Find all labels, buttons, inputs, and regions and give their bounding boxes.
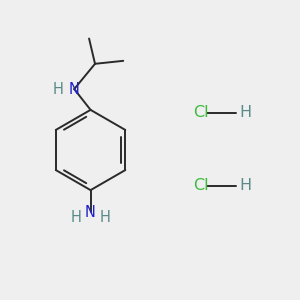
Text: N: N: [85, 205, 96, 220]
Text: H: H: [239, 178, 251, 193]
Text: H: H: [100, 210, 111, 225]
Text: H: H: [52, 82, 63, 97]
Text: Cl: Cl: [193, 105, 209, 120]
Text: N: N: [69, 82, 80, 97]
Text: H: H: [70, 210, 81, 225]
Text: Cl: Cl: [193, 178, 209, 193]
Text: H: H: [239, 105, 251, 120]
